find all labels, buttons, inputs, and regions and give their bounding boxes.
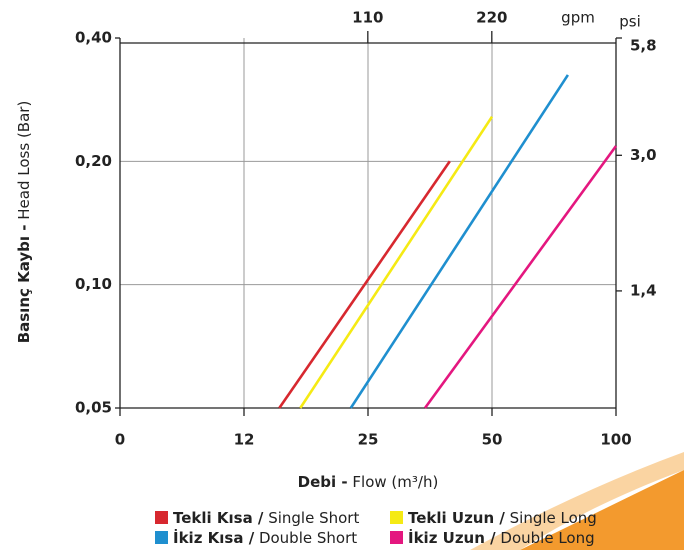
- x-tick-label: 0: [115, 431, 125, 449]
- y2-tick-label: 3,0: [630, 146, 657, 164]
- y-axis-label: Basınç Kaybı - Head Loss (Bar): [15, 101, 33, 344]
- y-axis-label-bold: Basınç Kaybı -: [15, 224, 33, 343]
- x2-unit: gpm: [561, 9, 595, 27]
- y-axis-label-text: Head Loss (Bar): [15, 101, 33, 220]
- decor-swoosh: [470, 452, 684, 550]
- x-axis-label: Debi - Flow (m³/h): [298, 473, 439, 491]
- y2-tick-label: 1,4: [630, 281, 657, 299]
- series-line: [299, 115, 494, 409]
- decor-swoosh: [520, 470, 684, 550]
- y-tick-label: 0,10: [75, 275, 112, 293]
- series-line: [278, 160, 451, 409]
- y-tick-label: 0,20: [75, 152, 112, 170]
- x-tick-label: 100: [600, 431, 631, 449]
- x-axis-label-bold: Debi -: [298, 473, 348, 491]
- series-line: [423, 145, 618, 409]
- y-tick-label: 0,40: [75, 29, 112, 47]
- x2-tick-label: 220: [476, 9, 507, 27]
- y2-tick-label: 5,8: [630, 37, 657, 55]
- y2-unit: psi: [619, 13, 641, 31]
- x-tick-label: 25: [358, 431, 379, 449]
- legend-swatch: [390, 531, 403, 544]
- legend-label: Tekli Kısa / Single Short: [173, 509, 359, 527]
- x-axis-label-text: Flow (m³/h): [352, 473, 438, 491]
- legend-label: Tekli Uzun / Single Long: [408, 509, 597, 527]
- legend-swatch: [155, 511, 168, 524]
- y-tick-label: 0,05: [75, 399, 112, 417]
- x-tick-label: 50: [482, 431, 503, 449]
- x2-tick-label: 110: [352, 9, 383, 27]
- legend-swatch: [155, 531, 168, 544]
- legend-label: İkiz Kısa / Double Short: [173, 528, 357, 547]
- x-tick-label: 12: [234, 431, 255, 449]
- legend-label: İkiz Uzun / Double Long: [408, 528, 595, 547]
- series-line: [349, 74, 569, 409]
- legend-swatch: [390, 511, 403, 524]
